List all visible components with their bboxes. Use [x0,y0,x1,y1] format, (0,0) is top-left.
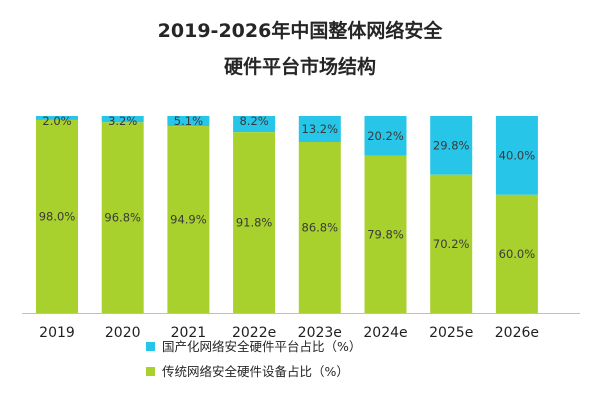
data-label-traditional-2023e: 86.8% [302,221,339,235]
data-label-domestic-2023e: 13.2% [302,122,339,136]
bar-traditional-2021 [167,126,210,313]
bar-traditional-2024e [364,155,407,313]
data-label-domestic-2019: 2.0% [42,114,71,128]
x-tick-label-2021: 2021 [171,325,207,341]
bar-domestic-2025e [430,116,473,175]
data-label-traditional-2022e: 91.8% [236,216,273,230]
x-axis-ticks: 2019 2020 2021 2022e 2023e 2024e 2025e 2026e [39,325,539,341]
x-tick-label-2023e: 2023e [298,325,342,341]
bar-domestic-2022e [233,116,276,133]
bar-domestic-2023e [298,116,341,143]
bar-traditional-2025e [430,174,473,313]
bar-domestic-2024e [364,116,407,156]
data-label-traditional-2026e: 60.0% [499,247,536,261]
bar-traditional-2022e [233,132,276,313]
legend-label-traditional: 传统网络安全硬件设备占比（%） [162,364,349,379]
x-tick-label-2020: 2020 [105,325,141,341]
data-label-domestic-2021: 5.1% [174,114,203,128]
x-tick-label-2024e: 2024e [363,325,407,341]
x-tick-label-2019: 2019 [39,325,75,341]
bar-traditional-2020 [101,122,144,313]
data-label-domestic-2020: 3.2% [108,114,137,128]
x-tick-label-2026e: 2026e [495,325,539,341]
legend-swatch-traditional [146,367,155,376]
bar-domestic-2021 [167,116,210,127]
data-label-traditional-2020: 96.8% [104,211,141,225]
data-label-domestic-2025e: 29.8% [433,138,470,152]
data-label-domestic-2026e: 40.0% [499,148,536,162]
bar-domestic-2019 [36,116,78,120]
bar-group: 2.0% 98.0% 3.2% 96.8% 5.1% 94.9% 8.2% 91.8% 13.2… [36,114,538,313]
bar-domestic-2026e [495,116,538,195]
x-tick-label-2022e: 2022e [232,325,276,341]
legend: 国产化网络安全硬件平台占比（%） 传统网络安全硬件设备占比（%） [146,339,361,379]
data-label-domestic-2022e: 8.2% [239,114,268,128]
bar-traditional-2019 [36,119,78,313]
bar-domestic-2020 [101,116,144,123]
data-label-traditional-2024e: 79.8% [367,227,404,241]
bar-traditional-2023e [298,142,341,313]
chart-title-line-2: 硬件平台市场结构 [223,56,376,78]
x-tick-label-2025e: 2025e [429,325,473,341]
legend-swatch-domestic [146,342,155,351]
data-label-traditional-2019: 98.0% [39,209,76,223]
data-label-traditional-2025e: 70.2% [433,237,470,251]
data-label-domestic-2024e: 20.2% [367,129,404,143]
bar-traditional-2026e [495,194,538,313]
legend-label-domestic: 国产化网络安全硬件平台占比（%） [162,339,361,354]
chart-title-line-1: 2019-2026年中国整体网络安全 [157,20,443,42]
data-label-traditional-2021: 94.9% [170,213,207,227]
